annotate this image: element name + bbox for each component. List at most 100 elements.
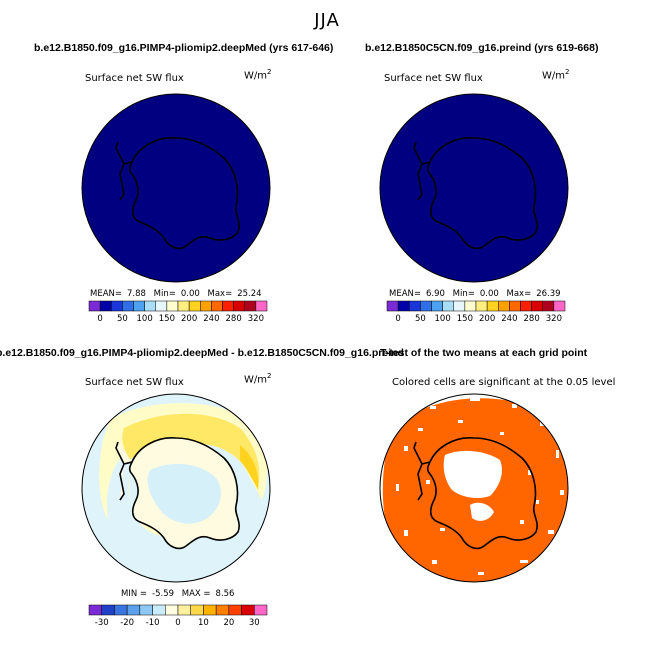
panel3-stats: MIN = -5.59 MAX = 8.56 <box>121 589 239 599</box>
panel1-colorbar-swatch <box>88 300 101 312</box>
panel3-units: W/m2 <box>244 372 272 386</box>
panel2-map <box>379 93 569 283</box>
max-value: 25.24 <box>237 289 262 299</box>
panel2-colorbar-swatch <box>442 300 454 312</box>
panel1-colorbar-tick-label: 150 <box>159 314 175 324</box>
panel1-colorbar-tick-label: 240 <box>203 314 219 324</box>
panel2-colorbar-swatch <box>520 300 532 312</box>
panel1-colorbar-swatch <box>233 300 245 312</box>
panel1-colorbar-swatch <box>111 300 123 312</box>
panel3-case-title: b.e12.B1850.f09_g16.PIMP4-pliomip2.deepM… <box>0 347 404 359</box>
panel3-colorbar-swatch <box>165 604 179 616</box>
panel3-colorbar-tick-label: -20 <box>120 618 134 628</box>
panel2-colorbar-swatch <box>397 300 410 312</box>
panel2-case-title: b.e12.B1850C5CN.f09_g16.preind (yrs 619-… <box>365 42 599 54</box>
panel3-colorbar: -30 -20 -10 0 10 20 30 <box>88 604 268 628</box>
panel2-colorbar-tick-label: 200 <box>479 314 495 324</box>
panel3-colorbar-tick-label: -30 <box>95 618 109 628</box>
min-value: -5.59 <box>152 589 175 599</box>
panel1-colorbar-tick-label: 200 <box>181 314 197 324</box>
panel2-units: W/m2 <box>542 68 570 82</box>
panel1-colorbar-swatch <box>244 300 257 312</box>
panel2-colorbar-swatch <box>475 300 488 312</box>
panel3-colorbar-swatch <box>228 604 242 616</box>
panel3-colorbar-swatch <box>126 604 141 616</box>
max-value: 8.56 <box>215 589 235 599</box>
panel2-colorbar-swatch <box>431 300 443 312</box>
panel1-map <box>81 93 271 283</box>
panel1-units: W/m2 <box>244 68 272 82</box>
panel2-colorbar-tick-label: 50 <box>415 314 426 324</box>
page-title: JJA <box>314 10 340 31</box>
panel2-colorbar-tick-label: 240 <box>501 314 517 324</box>
min-value: 0.00 <box>180 289 200 299</box>
min-label: Min= <box>452 289 475 299</box>
max-label: Max= <box>506 289 532 299</box>
mean-value: 7.88 <box>127 289 146 299</box>
panel2-colorbar-swatch <box>509 300 521 312</box>
panel3-colorbar-tick-label: 0 <box>175 618 180 628</box>
panel1-colorbar-swatch <box>200 300 212 312</box>
panel4-title: T-test of the two means at each grid poi… <box>380 347 588 359</box>
panel2-stats: MEAN= 6.90 Min= 0.00 Max= 26.39 <box>389 289 566 299</box>
panel2-colorbar-swatch <box>453 300 466 312</box>
panel3-map-border <box>81 393 271 583</box>
panel3-colorbar-swatch <box>241 604 255 616</box>
panel3-colorbar-swatch <box>254 604 268 616</box>
panel3-colorbar-tick-label: -10 <box>146 618 160 628</box>
panel1-colorbar-swatch <box>222 300 234 312</box>
panel1-colorbar-tick-label: 0 <box>97 314 102 324</box>
panel1-colorbar-swatch <box>144 300 156 312</box>
mean-label: MEAN= <box>389 289 421 299</box>
panel3-colorbar-tick-label: 20 <box>223 618 234 628</box>
mean-label: MEAN= <box>90 289 122 299</box>
panel3-colorbar-swatch <box>114 604 128 616</box>
panel1-colorbar-tick-label: 100 <box>137 314 153 324</box>
panel3-colorbar-swatch <box>101 604 115 616</box>
panel4-map <box>380 394 568 582</box>
panel2-colorbar-swatch <box>486 300 499 312</box>
panel3-field-label: Surface net SW flux <box>85 377 184 388</box>
panel2-colorbar-swatch <box>498 300 510 312</box>
panel1-colorbar: 0 50 100 150 200 240 280 320 <box>88 300 268 324</box>
mean-value: 6.90 <box>426 289 445 299</box>
panel4-map-border <box>379 393 569 583</box>
panel1-colorbar-swatch <box>133 300 145 312</box>
panel3-colorbar-swatch <box>139 604 153 616</box>
panel3-colorbar-tick-label: 10 <box>198 618 209 628</box>
panel1-colorbar-swatch <box>99 300 112 312</box>
panel2-colorbar-swatch <box>531 300 543 312</box>
min-value: 0.00 <box>479 289 499 299</box>
panel3-colorbar-swatch <box>88 604 102 616</box>
min-label: Min= <box>153 289 176 299</box>
panel1-colorbar-swatch <box>255 300 268 312</box>
panel3-map <box>82 394 270 582</box>
panel2-colorbar-swatch <box>553 300 566 312</box>
panel1-case-title: b.e12.B1850.f09_g16.PIMP4-pliomip2.deepM… <box>34 42 334 54</box>
panel4-subtitle: Colored cells are significant at the 0.0… <box>392 377 616 388</box>
panel2-colorbar-tick-label: 150 <box>457 314 473 324</box>
panel1-colorbar-swatch <box>211 300 223 312</box>
panel1-colorbar-swatch <box>188 300 201 312</box>
panel3-colorbar-swatch <box>215 604 230 616</box>
panel1-colorbar-tick-label: 50 <box>117 314 128 324</box>
panel2-colorbar-swatch <box>420 300 432 312</box>
panel2-colorbar-tick-label: 320 <box>546 314 562 324</box>
min-label: MIN = <box>121 589 148 599</box>
panel2-colorbar-swatch <box>409 300 421 312</box>
panel1-colorbar-swatch <box>177 300 190 312</box>
panel2-colorbar-tick-label: 0 <box>395 314 400 324</box>
panel1-colorbar-swatch <box>122 300 134 312</box>
max-label: MAX = <box>181 589 211 599</box>
panel2-colorbar-swatch <box>386 300 399 312</box>
panel3-colorbar-tick-label: 30 <box>249 618 260 628</box>
panel2-colorbar-swatch <box>464 300 477 312</box>
panel1-field-label: Surface net SW flux <box>85 73 184 84</box>
panel2-field-label: Surface net SW flux <box>384 73 483 84</box>
panel1-colorbar-swatch <box>155 300 168 312</box>
panel3-colorbar-swatch <box>177 604 191 616</box>
panel2-colorbar-tick-label: 280 <box>524 314 540 324</box>
panel3-colorbar-swatch <box>203 604 217 616</box>
max-value: 26.39 <box>536 289 561 299</box>
